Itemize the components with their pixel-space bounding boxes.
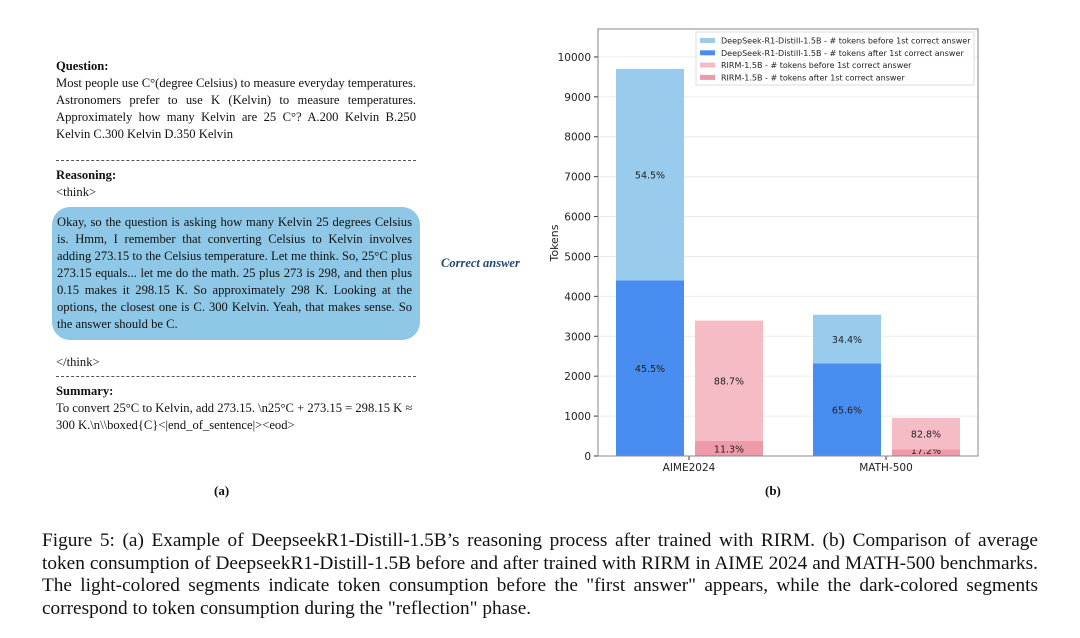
legend-label: RIRM-1.5B - # tokens after 1st correct a…	[721, 73, 905, 82]
y-tick-label: 4000	[564, 291, 591, 303]
summary-label: Summary:	[56, 384, 114, 398]
bar-segment	[616, 280, 684, 456]
reasoning-example-panel: Question: Most people use C°(degree Cels…	[52, 58, 420, 434]
subfigure-label-a: (a)	[214, 483, 230, 498]
think-open-tag: <think>	[56, 185, 97, 199]
correct-answer-annotation: Correct answer	[441, 256, 520, 270]
reasoning-label: Reasoning:	[56, 168, 117, 182]
legend-swatch	[700, 50, 715, 56]
bar-percent-label: 17.2%	[911, 446, 941, 457]
bar-segment	[695, 320, 763, 441]
y-tick-label: 1000	[564, 411, 591, 423]
legend-label: DeepSeek-R1-Distill-1.5B - # tokens befo…	[721, 37, 971, 46]
x-tick-label: MATH-500	[859, 462, 913, 474]
divider	[56, 376, 416, 377]
bar-percent-label: 11.3%	[714, 444, 744, 455]
y-tick-label: 6000	[564, 212, 591, 224]
y-axis-label: Tokens	[548, 224, 561, 262]
reasoning-bubble: Okay, so the question is asking how many…	[52, 207, 420, 340]
y-tick-label: 7000	[564, 172, 591, 184]
token-bar-chart: 0 1000 2000 3000 4000 5000 6000 7000 8000 9000 100…	[548, 28, 979, 474]
bar-segment	[616, 68, 684, 281]
bar-percent-label: 45.5%	[635, 364, 665, 375]
bar-segment	[892, 417, 960, 450]
summary-text: To convert 25°C to Kelvin, add 273.15. \…	[56, 401, 413, 432]
bar-segment	[695, 440, 763, 456]
legend-swatch	[700, 38, 715, 43]
plot-frame	[597, 28, 979, 457]
legend-swatch	[700, 74, 715, 80]
figure-caption: Figure 5: (a) Example of DeepseekR1-Dist…	[42, 530, 1038, 619]
legend-label: DeepSeek-R1-Distill-1.5B - # tokens afte…	[721, 49, 964, 58]
x-tick-label: AIME2024	[663, 462, 716, 474]
subfigure-label-b: (b)	[765, 483, 781, 498]
y-tick-label: 10000	[558, 52, 591, 64]
think-close-tag: </think>	[56, 355, 100, 369]
bar-percent-label: 65.6%	[832, 406, 862, 417]
y-tick-label: 5000	[564, 251, 591, 263]
bar-percent-label: 34.4%	[832, 335, 862, 346]
y-tick-label: 3000	[564, 331, 591, 343]
bar-percent-label: 82.8%	[911, 430, 941, 441]
question-label: Question:	[56, 59, 109, 73]
legend-box	[695, 31, 975, 86]
bar-segment	[813, 314, 881, 364]
y-tick-label: 2000	[564, 371, 591, 383]
bar-percent-label: 54.5%	[635, 171, 665, 182]
y-tick-label: 8000	[564, 132, 591, 144]
legend-swatch	[700, 62, 715, 68]
legend-label: RIRM-1.5B - # tokens before 1st correct …	[721, 61, 912, 70]
question-text: Most people use C°(degree Celsius) to me…	[56, 76, 416, 141]
divider	[56, 160, 416, 161]
bar-segment	[813, 363, 881, 456]
y-tick-label: 0	[584, 451, 591, 463]
bar-percent-label: 88.7%	[714, 377, 744, 388]
y-tick-label: 9000	[564, 92, 591, 104]
bar-segment	[892, 449, 960, 456]
